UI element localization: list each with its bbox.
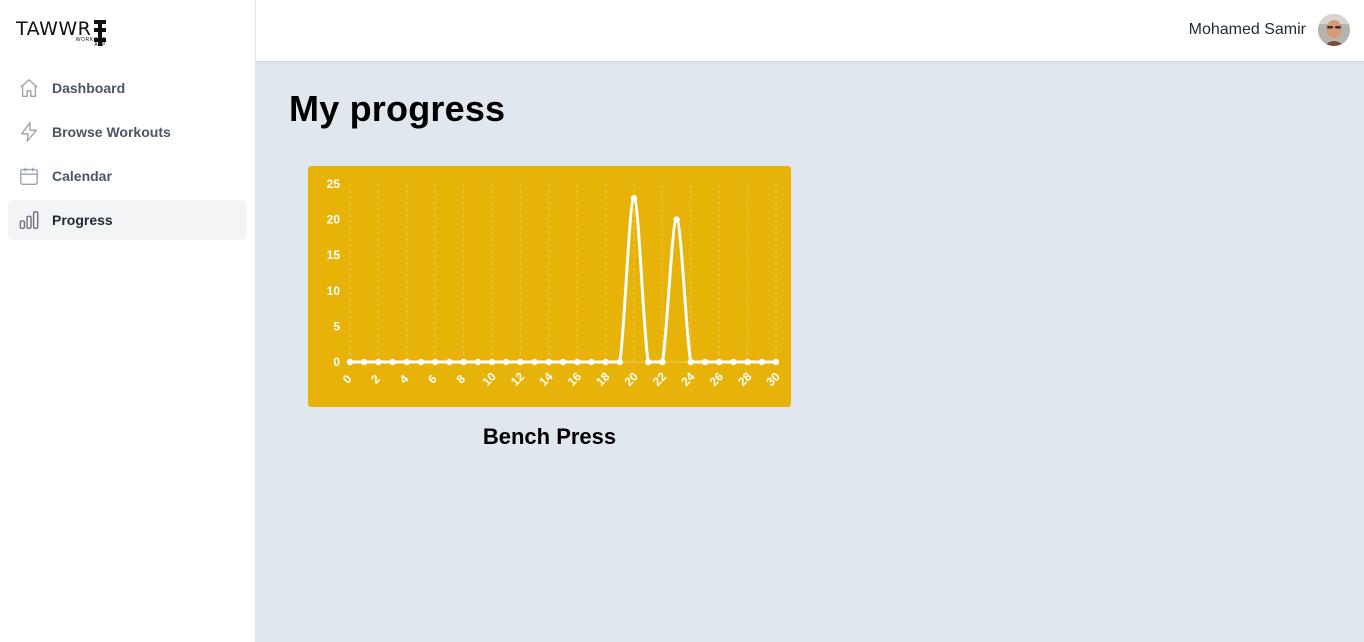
data-point xyxy=(659,358,666,366)
data-point xyxy=(545,358,552,366)
chart-caption: Bench Press xyxy=(482,424,617,449)
sidebar-item-browse-workouts[interactable]: Browse Workouts xyxy=(8,112,247,152)
data-point xyxy=(716,358,723,366)
data-point xyxy=(630,195,638,202)
top-header: Mohamed Samir xyxy=(256,0,1364,62)
progress-chart-card: 0 5 10 15 20 25 0 2 4 6 8 10 12 14 16 18 20 22 24 26 28 30 xyxy=(308,166,791,407)
app-logo[interactable]: TAWWR WORKOUT APP xyxy=(16,16,116,50)
dumbbell-icon xyxy=(94,20,106,46)
x-tick-label: 2 xyxy=(368,372,383,387)
sidebar-item-progress[interactable]: Progress xyxy=(8,200,247,240)
data-point xyxy=(517,358,524,366)
calendar-icon xyxy=(18,165,40,187)
x-tick-label: 4 xyxy=(397,372,412,387)
x-tick-label: 10 xyxy=(479,369,499,389)
data-point xyxy=(417,358,425,366)
sidebar-item-label: Progress xyxy=(52,212,113,228)
data-point xyxy=(375,358,382,366)
sidebar-nav: Dashboard Browse Workouts Calendar xyxy=(8,68,247,244)
data-point xyxy=(432,358,439,366)
data-point xyxy=(687,358,694,366)
data-point xyxy=(602,358,609,366)
data-point xyxy=(730,358,737,366)
data-point xyxy=(559,358,567,366)
logo-subtitle-line2: APP xyxy=(94,42,106,48)
lightning-icon xyxy=(18,121,40,143)
page-title: My progress xyxy=(289,88,506,129)
avatar[interactable] xyxy=(1318,14,1350,46)
sidebar-item-label: Calendar xyxy=(52,168,112,184)
x-tick-label: 16 xyxy=(565,369,585,389)
data-point xyxy=(744,358,751,366)
sidebar: TAWWR WORKOUT APP Dashboard xyxy=(0,0,256,642)
y-tick-label: 15 xyxy=(327,248,341,262)
sidebar-item-label: Dashboard xyxy=(52,80,126,96)
data-point xyxy=(772,358,780,366)
x-tick-label: 12 xyxy=(508,369,528,389)
x-tick-label: 0 xyxy=(340,372,355,387)
y-tick-label: 20 xyxy=(327,213,341,227)
home-icon xyxy=(18,77,40,99)
data-point xyxy=(446,358,453,366)
x-tick-label: 20 xyxy=(621,369,641,389)
y-tick-label: 0 xyxy=(333,355,340,369)
x-tick-label: 14 xyxy=(536,369,556,389)
user-avatar-icon xyxy=(1318,14,1350,46)
data-point xyxy=(389,358,396,366)
data-point xyxy=(361,358,368,366)
data-point xyxy=(346,358,354,366)
y-tick-label: 25 xyxy=(327,177,341,191)
data-point xyxy=(488,358,496,366)
user-name[interactable]: Mohamed Samir xyxy=(1188,21,1306,38)
data-point xyxy=(645,358,652,366)
sidebar-item-label: Browse Workouts xyxy=(52,124,171,140)
data-point xyxy=(503,358,510,366)
data-point xyxy=(531,358,538,366)
sidebar-item-dashboard[interactable]: Dashboard xyxy=(8,68,247,108)
data-point xyxy=(460,358,467,366)
data-point xyxy=(616,358,623,366)
x-tick-label: 26 xyxy=(707,369,727,389)
x-tick-label: 22 xyxy=(650,369,670,389)
x-tick-label: 8 xyxy=(453,372,468,387)
data-point xyxy=(673,216,680,223)
x-tick-label: 6 xyxy=(425,372,440,387)
data-point xyxy=(403,358,410,366)
data-point xyxy=(588,358,595,366)
logo-subtitle-line1: WORKOUT xyxy=(75,37,106,43)
sidebar-item-calendar[interactable]: Calendar xyxy=(8,156,247,196)
series-line xyxy=(350,196,776,364)
x-tick-label: 28 xyxy=(735,369,755,389)
x-tick-label: 30 xyxy=(763,369,783,389)
data-point xyxy=(574,358,581,366)
logo-text: TAWWR xyxy=(16,18,92,40)
y-tick-label: 5 xyxy=(333,319,340,333)
x-tick-label: 18 xyxy=(593,369,613,389)
x-tick-label: 24 xyxy=(678,369,698,389)
data-point xyxy=(701,358,709,366)
logo-subtitle: WORKOUT APP xyxy=(54,38,106,48)
data-point xyxy=(474,358,481,366)
bar-chart-icon xyxy=(18,209,40,231)
data-point xyxy=(758,358,765,366)
y-tick-label: 10 xyxy=(327,284,341,298)
